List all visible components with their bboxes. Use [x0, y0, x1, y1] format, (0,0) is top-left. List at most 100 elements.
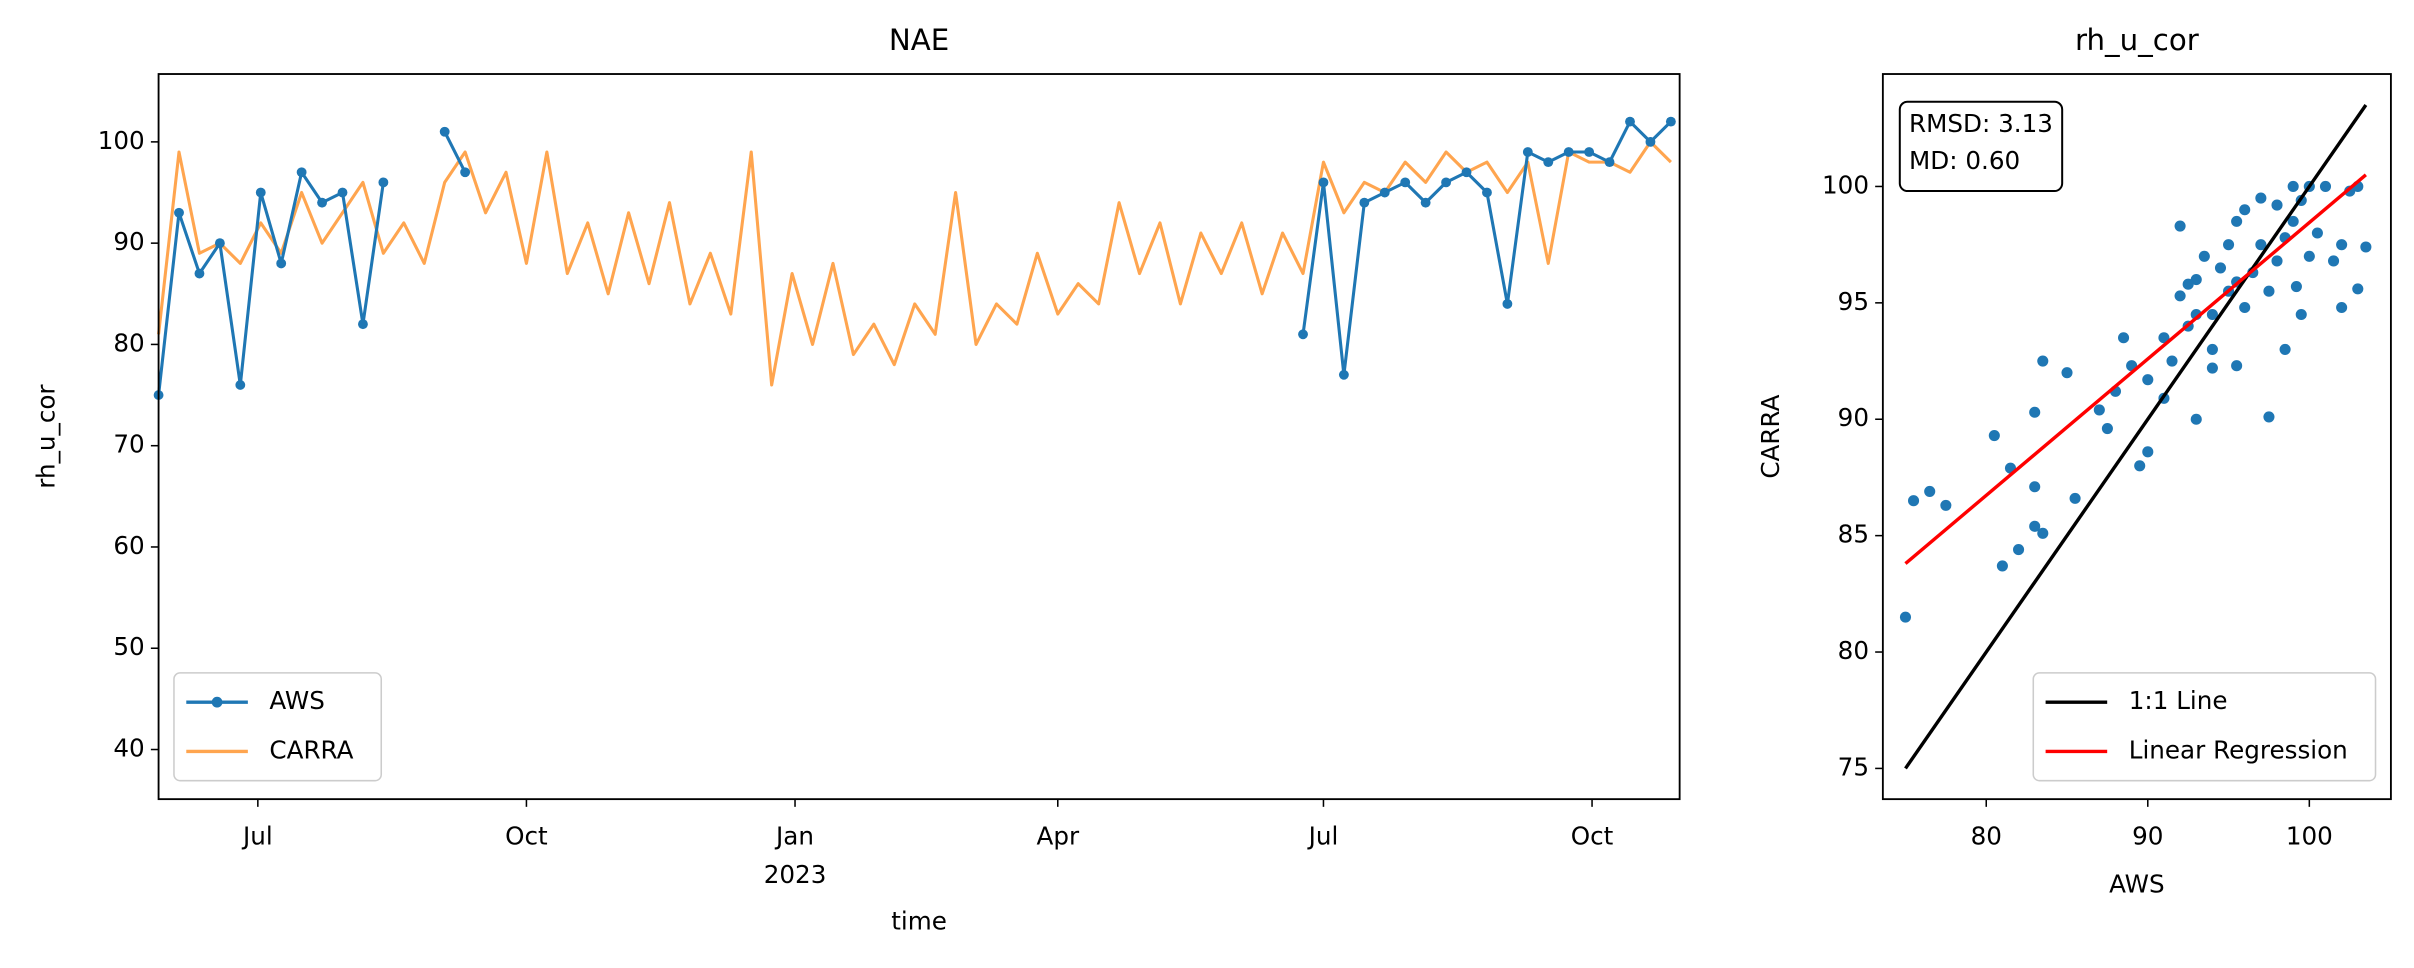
y-tick-label: 50 — [113, 632, 144, 661]
data-point — [1604, 157, 1615, 168]
y-tick-label: 70 — [113, 430, 144, 459]
scatter-point — [2239, 301, 2251, 314]
y-tick-label: 80 — [1838, 636, 1869, 665]
scatter-point — [2231, 360, 2243, 372]
scatter-point — [2352, 283, 2364, 295]
data-point — [1584, 147, 1595, 157]
data-point — [1563, 147, 1574, 157]
data-point — [194, 268, 205, 279]
data-point — [439, 126, 450, 137]
scatter-point — [1988, 429, 2000, 442]
scatter-point — [2214, 262, 2227, 274]
scatter-point — [2319, 180, 2332, 192]
line-series — [157, 140, 1672, 387]
legend-label: CARRA — [269, 735, 353, 764]
y-tick-label: 95 — [1838, 287, 1869, 316]
x-tick-label: Oct — [1571, 822, 1614, 851]
scatter-point — [2290, 281, 2302, 293]
scatter-point — [2061, 367, 2073, 379]
legend-box — [2032, 672, 2377, 782]
scatter-point — [2271, 199, 2283, 211]
scatter-point — [2263, 411, 2275, 423]
data-point — [1665, 116, 1676, 127]
x-tick-sublabel: 2023 — [764, 860, 827, 889]
data-point — [1298, 329, 1308, 340]
scatter-point — [2231, 215, 2243, 227]
scatter-point — [2360, 241, 2372, 253]
scatter-point — [2344, 185, 2356, 197]
scatter-point — [2198, 250, 2210, 262]
scatter-point — [1908, 495, 1920, 507]
data-point — [337, 187, 348, 198]
y-tick-label: 100 — [98, 126, 145, 155]
scatter-point — [2311, 227, 2323, 239]
scatter-point — [2255, 192, 2267, 204]
data-point — [317, 197, 327, 208]
scatter-point — [2190, 413, 2202, 425]
scatter-point — [2206, 362, 2218, 374]
scatter-point — [2190, 274, 2202, 286]
scatter-point — [2013, 544, 2025, 556]
scatter-point — [2174, 290, 2186, 302]
scatter-point — [2158, 332, 2170, 344]
y-tick-label: 80 — [113, 328, 144, 357]
scatter-point — [2142, 374, 2154, 386]
data-point — [1461, 167, 1472, 178]
annotation: RMSD: 3.13 MD: 0.60 — [1898, 100, 2064, 193]
x-tick-label: Jul — [1307, 822, 1339, 851]
scatter-point — [1899, 611, 1912, 623]
scatter-point — [2328, 255, 2340, 267]
annotation-box — [1898, 100, 2064, 193]
scatter-point — [2255, 239, 2267, 251]
data-point — [1502, 298, 1513, 309]
x-tick-label: Oct — [505, 822, 548, 851]
x-tick-label: Jul — [241, 822, 273, 851]
legend-label: AWS — [269, 686, 324, 715]
scatter-point — [2166, 355, 2178, 367]
scatter-point — [2029, 481, 2041, 493]
x-tick-label: 100 — [2286, 822, 2333, 851]
data-point — [1420, 197, 1431, 208]
data-point — [1482, 187, 1492, 198]
scatter-point — [1924, 485, 1936, 497]
scatter-point — [2279, 343, 2291, 355]
scatter-point — [2037, 527, 2049, 539]
data-point — [1441, 177, 1452, 188]
y-tick-label: 90 — [113, 227, 144, 256]
x-axis-label: AWS — [2109, 869, 2164, 898]
y-axis-label: rh_u_cor — [32, 384, 61, 489]
data-point — [276, 258, 287, 269]
y-tick-label: 90 — [1838, 403, 1869, 432]
scatter-point — [1940, 499, 1952, 511]
y-tick-label: 85 — [1838, 520, 1869, 549]
scatter-point — [2101, 423, 2113, 435]
scatter-point — [2206, 308, 2218, 321]
y-tick-label: 100 — [1822, 170, 1869, 199]
scatter-point — [2142, 446, 2154, 458]
scatter-point — [2037, 355, 2049, 367]
x-tick-label: Apr — [1036, 822, 1079, 851]
x-tick-label: 90 — [2132, 822, 2163, 851]
scatter-point — [2223, 239, 2235, 251]
data-point — [1318, 177, 1329, 188]
data-point — [1543, 157, 1554, 168]
data-point — [1645, 136, 1656, 147]
data-point — [1379, 187, 1390, 198]
scatter-point — [2287, 180, 2299, 192]
scatter-point — [2069, 492, 2081, 504]
axes-frame — [157, 73, 1681, 801]
scatter-point — [2134, 460, 2146, 472]
scatter-point — [2239, 204, 2251, 216]
fit-line — [1904, 173, 2367, 565]
data-point — [378, 177, 389, 188]
data-point — [296, 167, 307, 178]
axes-frame — [1881, 73, 2392, 801]
scatter-point — [2287, 215, 2299, 227]
chart-title: rh_u_cor — [2075, 23, 2200, 57]
fit-line — [1904, 104, 2368, 770]
data-point — [1625, 116, 1635, 127]
scatter-point — [2303, 250, 2315, 262]
annotation-text: MD: 0.60 — [1909, 146, 2020, 175]
scatter-point — [2336, 239, 2348, 251]
